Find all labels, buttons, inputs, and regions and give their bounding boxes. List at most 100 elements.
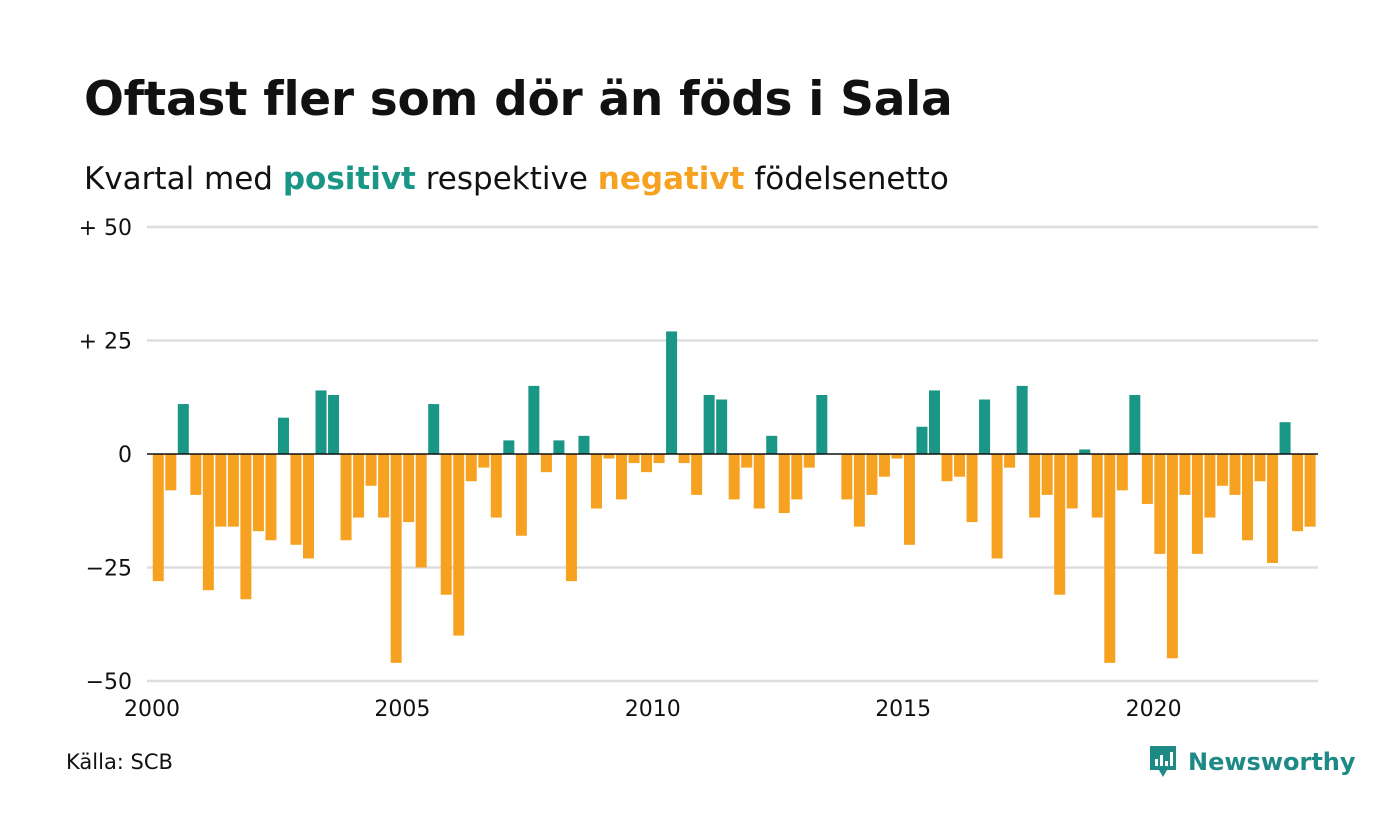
bar-chart: + 50 + 25 0 −25 −50 2000 2005 2010 2015 2020	[79, 216, 1318, 722]
subtitle-positive-label: positivt	[282, 161, 416, 197]
bar	[678, 454, 690, 464]
bar	[891, 454, 903, 459]
bar	[979, 399, 991, 454]
bar	[403, 454, 415, 523]
bar	[340, 454, 352, 541]
bar	[1279, 422, 1291, 454]
brand-name: Newsworthy	[1188, 748, 1356, 776]
bar	[202, 454, 214, 591]
chart-subtitle: Kvartal med positivt respektive negativt…	[84, 161, 949, 197]
bar	[954, 454, 966, 477]
bar	[177, 404, 189, 454]
bar	[916, 426, 928, 454]
bar	[778, 454, 790, 514]
bar	[853, 454, 865, 527]
bar	[991, 454, 1003, 559]
bar	[1116, 454, 1128, 491]
grid-lines	[147, 225, 1318, 683]
bar	[741, 454, 753, 468]
x-tick-label: 2005	[374, 697, 430, 722]
x-tick-label: 2010	[625, 697, 681, 722]
bar	[1216, 454, 1228, 486]
y-tick-label: + 50	[79, 216, 132, 241]
y-tick-label: 0	[118, 443, 132, 468]
bar	[628, 454, 640, 464]
bar	[1141, 454, 1153, 504]
x-tick-label: 2015	[875, 697, 931, 722]
subtitle-prefix: Kvartal med	[84, 161, 283, 197]
bar	[528, 385, 540, 454]
bar	[1191, 454, 1203, 554]
bar	[465, 454, 477, 482]
bar	[666, 331, 678, 454]
bar	[190, 454, 202, 495]
bar	[1204, 454, 1216, 518]
subtitle-negative-label: negativt	[597, 161, 745, 197]
bar	[590, 454, 602, 509]
bar	[565, 454, 577, 582]
bar	[1054, 454, 1066, 595]
subtitle-middle: respektive	[415, 161, 598, 197]
bar	[941, 454, 953, 482]
bar	[1104, 454, 1116, 663]
bar	[1267, 454, 1279, 563]
bar	[215, 454, 227, 527]
bar	[1129, 394, 1141, 454]
bar	[353, 454, 365, 518]
bar	[641, 454, 653, 473]
bar	[227, 454, 239, 527]
bar	[553, 440, 565, 454]
bar	[428, 404, 440, 454]
bar	[653, 454, 665, 464]
bar	[616, 454, 627, 500]
bar	[1179, 454, 1191, 495]
bar	[1029, 454, 1041, 518]
bar	[453, 454, 465, 636]
bar	[540, 454, 552, 473]
bar	[1079, 449, 1091, 454]
newsworthy-logo-icon	[1150, 746, 1176, 777]
bar	[903, 454, 915, 545]
y-axis-ticks: + 50 + 25 0 −25 −50	[79, 216, 132, 695]
bar	[1154, 454, 1166, 554]
bar	[816, 394, 828, 454]
bar	[390, 454, 402, 663]
subtitle-suffix: födelsenetto	[744, 161, 949, 197]
bar	[265, 454, 277, 541]
bar	[490, 454, 502, 518]
x-tick-label: 2000	[124, 697, 180, 722]
bar	[878, 454, 890, 477]
bar	[728, 454, 740, 500]
x-axis-ticks: 2000 2005 2010 2015 2020	[124, 697, 1182, 722]
bar	[478, 454, 490, 468]
bar	[1242, 454, 1253, 541]
bar	[866, 454, 878, 495]
bars	[152, 331, 1316, 663]
bar	[252, 454, 264, 532]
bar	[165, 454, 177, 491]
bar	[1304, 454, 1316, 527]
brand-logo: Newsworthy	[1148, 744, 1356, 780]
bar	[803, 454, 815, 468]
bar	[691, 454, 703, 495]
bar	[1091, 454, 1103, 518]
bar	[1016, 385, 1028, 454]
bar	[1004, 454, 1016, 468]
bar	[1292, 454, 1304, 532]
bar	[440, 454, 452, 595]
bar	[1041, 454, 1053, 495]
bar	[841, 454, 853, 500]
bar	[1229, 454, 1241, 495]
bar	[766, 435, 778, 454]
bar	[315, 390, 327, 454]
bar	[290, 454, 302, 545]
bar	[503, 440, 515, 454]
bar	[578, 435, 590, 454]
bar	[791, 454, 803, 500]
bar	[966, 454, 978, 523]
y-tick-label: + 25	[79, 330, 132, 355]
chart-title: Oftast fler som dör än föds i Sala	[84, 72, 953, 127]
bar	[240, 454, 252, 600]
bar	[328, 394, 340, 454]
bar	[753, 454, 765, 509]
